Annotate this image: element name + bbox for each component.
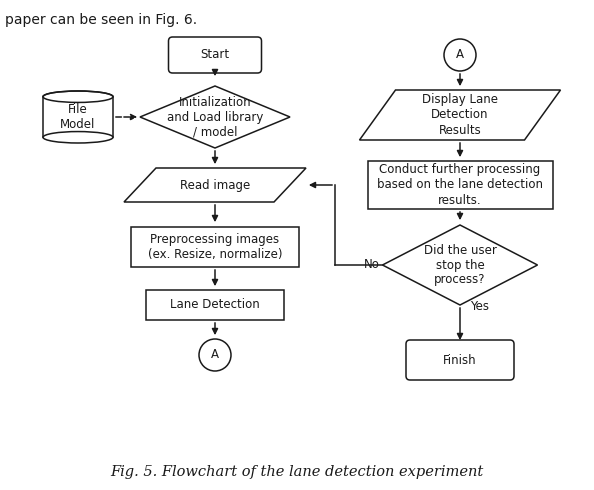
Text: Display Lane
Detection
Results: Display Lane Detection Results [422, 94, 498, 137]
Ellipse shape [43, 91, 113, 102]
Text: No: No [364, 259, 380, 271]
Polygon shape [359, 90, 561, 140]
Bar [131, 227, 299, 267]
Text: Fig. 5. Flowchart of the lane detection experiment: Fig. 5. Flowchart of the lane detection … [110, 465, 484, 479]
Text: A: A [211, 348, 219, 362]
FancyBboxPatch shape [169, 37, 261, 73]
Text: Conduct further processing
based on the lane detection
results.: Conduct further processing based on the … [377, 164, 543, 206]
Polygon shape [124, 168, 306, 202]
Bar [43, 97, 113, 137]
Text: Initialization
and Load library
/ model: Initialization and Load library / model [167, 96, 263, 139]
Text: Lane Detection: Lane Detection [170, 298, 260, 312]
Text: Yes: Yes [470, 300, 489, 314]
FancyBboxPatch shape [406, 340, 514, 380]
Polygon shape [140, 86, 290, 148]
Text: File
Model: File Model [61, 103, 96, 131]
Bar [146, 290, 284, 320]
Text: A: A [456, 49, 464, 62]
Text: Start: Start [200, 49, 229, 62]
Circle shape [199, 339, 231, 371]
Bar [368, 161, 552, 209]
Circle shape [444, 39, 476, 71]
Polygon shape [383, 225, 538, 305]
Text: Read image: Read image [180, 178, 250, 192]
Text: paper can be seen in Fig. 6.: paper can be seen in Fig. 6. [5, 13, 197, 27]
Text: Finish: Finish [443, 353, 477, 367]
Text: Did the user
stop the
process?: Did the user stop the process? [424, 244, 497, 287]
Text: Preprocessing images
(ex. Resize, normalize): Preprocessing images (ex. Resize, normal… [148, 233, 282, 261]
Ellipse shape [43, 131, 113, 143]
